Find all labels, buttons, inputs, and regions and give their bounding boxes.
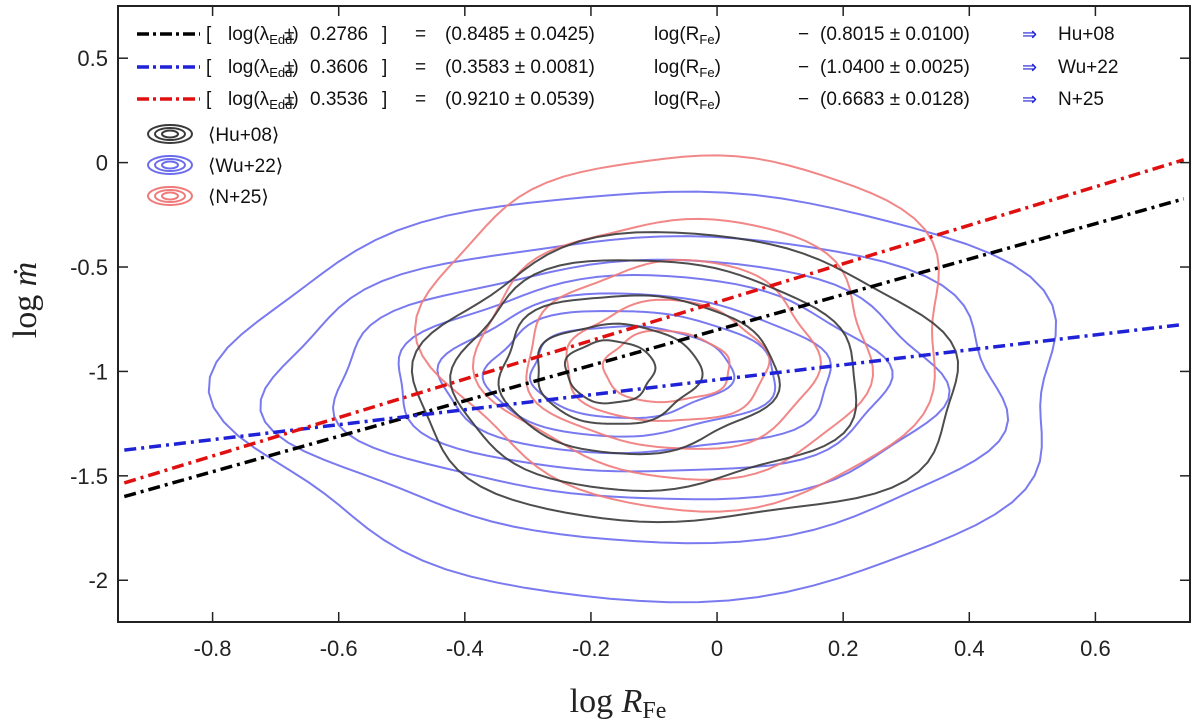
legend-contour-swatch xyxy=(154,158,186,172)
legend-minus: − xyxy=(798,89,809,110)
legend-equals: = xyxy=(415,57,426,78)
legend-arrow: ⇒ xyxy=(1022,24,1037,45)
legend-contour-swatch xyxy=(161,129,179,139)
y-tick-label: -1.5 xyxy=(70,464,108,489)
legend-bracket-close: ] xyxy=(382,89,387,110)
y-axis-title: log ṁ xyxy=(7,262,44,339)
legend-contour-swatch xyxy=(161,191,179,201)
legend-slope: (0.3583 ± 0.0081) xyxy=(445,57,595,78)
x-tick-label: -0.4 xyxy=(446,636,484,661)
legend-contour-swatch xyxy=(147,186,193,206)
plot-frame xyxy=(117,5,1191,623)
legend-contour-label: ⟨N+25⟩ xyxy=(208,187,269,208)
x-axis-title: log RFe xyxy=(570,683,667,724)
fit-line-1 xyxy=(124,322,1184,452)
contour-level xyxy=(449,259,858,493)
legend-lhs: log(λEdd) xyxy=(228,24,299,47)
legend-contour-swatch xyxy=(154,189,186,203)
contour-level xyxy=(413,154,940,513)
fit-line-2 xyxy=(123,158,1185,485)
legend: [log(λEdd)± 0.2786] = (0.8485 ± 0.0425) log(… xyxy=(137,24,1118,208)
contour-level xyxy=(259,235,1010,545)
legend-bracket-open: [ xyxy=(206,89,212,110)
legend-scatter: 0.3606 xyxy=(310,57,368,78)
legend-equals: = xyxy=(415,89,426,110)
contour-set-2 xyxy=(413,154,940,513)
x-tick-label: 0.2 xyxy=(828,636,859,661)
legend-intercept: (0.8015 ± 0.0100) xyxy=(820,24,970,45)
legend-ref: N+25 xyxy=(1058,89,1104,110)
legend-rhs: log(RFe) xyxy=(654,89,721,112)
legend-contour-swatch xyxy=(161,160,179,170)
contour-level xyxy=(481,309,777,438)
x-tick-label: 0.4 xyxy=(954,636,985,661)
contour-level xyxy=(565,298,771,422)
x-tick-label: 0.6 xyxy=(1080,636,1111,661)
legend-contour-swatch xyxy=(147,155,193,175)
y-tick-label: 0.5 xyxy=(77,46,108,71)
legend-lhs: log(λEdd) xyxy=(228,57,299,80)
legend-slope: (0.8485 ± 0.0425) xyxy=(445,24,595,45)
contour-level xyxy=(563,339,657,405)
y-tick-label: 0 xyxy=(96,151,108,176)
legend-contour-label: ⟨Hu+08⟩ xyxy=(208,125,279,146)
legend-ref: Hu+08 xyxy=(1058,24,1115,45)
legend-scatter: 0.2786 xyxy=(310,24,368,45)
legend-pm: ± xyxy=(284,24,294,45)
legend-bracket-close: ] xyxy=(382,24,387,45)
fit-line-0 xyxy=(123,197,1185,499)
legend-intercept: (0.6683 ± 0.0128) xyxy=(820,89,970,110)
legend-contour-label: ⟨Wu+22⟩ xyxy=(208,156,283,177)
legend-bracket-open: [ xyxy=(206,24,212,45)
contour-level xyxy=(410,231,960,524)
contour-level xyxy=(397,273,894,473)
legend-pm: ± xyxy=(284,89,294,110)
legend-slope: (0.9210 ± 0.0539) xyxy=(445,89,595,110)
legend-contour-row-1: ⟨Wu+22⟩ xyxy=(147,155,283,177)
legend-lhs: log(λEdd) xyxy=(228,89,299,112)
contour-level xyxy=(471,217,875,481)
legend-pm: ± xyxy=(284,57,294,78)
legend-arrow: ⇒ xyxy=(1022,57,1037,78)
legend-scatter: 0.3536 xyxy=(310,89,368,110)
x-tick-label: -0.6 xyxy=(320,636,358,661)
contour-level xyxy=(525,258,823,450)
y-tick-label: -1 xyxy=(88,359,108,384)
legend-contour-swatch xyxy=(147,124,193,144)
legend-row-2: [ log(λEdd)± 0.3536] = (0.9210 ± 0.0539) log(… xyxy=(137,89,1104,112)
plot-area xyxy=(123,154,1185,604)
legend-rhs: log(RFe) xyxy=(654,24,721,47)
x-tick-label: -0.8 xyxy=(194,636,232,661)
y-tick-label: -2 xyxy=(88,568,108,593)
contour-set-1 xyxy=(207,190,1058,604)
contour-level xyxy=(536,322,704,425)
legend-contour-swatch xyxy=(154,127,186,141)
legend-minus: − xyxy=(798,24,809,45)
legend-rhs: log(RFe) xyxy=(654,57,721,80)
y-tick-label: -0.5 xyxy=(70,255,108,280)
legend-contour-row-2: ⟨N+25⟩ xyxy=(147,186,269,208)
legend-intercept: (1.0400 ± 0.0025) xyxy=(820,57,970,78)
contour-level xyxy=(331,258,951,501)
x-tick-label: -0.2 xyxy=(572,636,610,661)
contour-level xyxy=(207,190,1058,604)
legend-contour-row-0: ⟨Hu+08⟩ xyxy=(147,124,279,146)
legend-bracket-close: ] xyxy=(382,57,387,78)
x-tick-label: 0 xyxy=(711,636,723,661)
legend-minus: − xyxy=(798,57,809,78)
legend-bracket-open: [ xyxy=(206,57,212,78)
legend-row-0: [ log(λEdd)± 0.2786] = (0.8485 ± 0.0425) log(… xyxy=(137,24,1115,47)
legend-row-1: [ log(λEdd)± 0.3606] = (0.3583 ± 0.0081) log(… xyxy=(137,57,1118,80)
legend-equals: = xyxy=(415,24,426,45)
legend-ref: Wu+22 xyxy=(1058,57,1118,78)
legend-arrow: ⇒ xyxy=(1022,89,1037,110)
